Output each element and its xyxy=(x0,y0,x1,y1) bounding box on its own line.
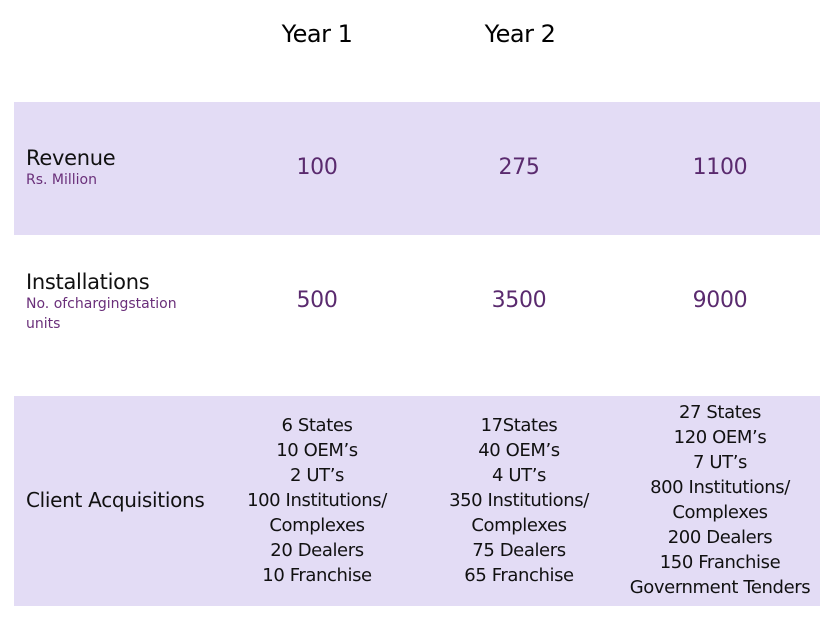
list-item: 20 Dealers xyxy=(270,540,364,561)
installations-value-year-1: 500 xyxy=(296,288,338,313)
list-item: 65 Franchise xyxy=(464,565,574,586)
client-acquisitions-label: Client Acquisitions xyxy=(26,488,205,512)
header-year-1: Year 1 xyxy=(281,20,353,48)
client-acquisitions-band xyxy=(14,396,820,606)
revenue-value-year-1: 100 xyxy=(296,155,338,180)
list-item: Complexes xyxy=(269,515,365,536)
list-item: 75 Dealers xyxy=(472,540,566,561)
client-acquisitions-title: Client Acquisitions xyxy=(26,488,205,512)
revenue-subtitle: Rs. Million xyxy=(26,172,97,188)
revenue-band xyxy=(14,102,820,235)
client-list-year-2: 17States 40 OEM’s 4 UT’s 350 Institution… xyxy=(419,413,619,588)
list-item: 4 UT’s xyxy=(491,465,547,486)
revenue-value-year-3: 1100 xyxy=(692,155,748,180)
list-item: 10 Franchise xyxy=(262,565,372,586)
revenue-value-year-2: 275 xyxy=(498,155,540,180)
revenue-label: Revenue Rs. Million xyxy=(26,146,196,190)
revenue-title: Revenue xyxy=(26,146,116,170)
installations-value-year-2: 3500 xyxy=(491,288,547,313)
list-item: Complexes xyxy=(672,502,768,523)
list-item: 2 UT’s xyxy=(289,465,345,486)
list-item: 17States xyxy=(480,415,558,436)
list-item: 200 Dealers xyxy=(667,527,773,548)
installations-title: Installations xyxy=(26,270,150,294)
installations-label: Installations No. ofchargingstation unit… xyxy=(26,270,196,334)
list-item: 350 Institutions/ xyxy=(449,490,589,511)
list-item: 27 States xyxy=(678,402,762,423)
client-list-year-3: 27 States 120 OEM’s 7 UT’s 800 Instituti… xyxy=(620,400,820,600)
list-item: 6 States xyxy=(281,415,353,436)
list-item: 150 Franchise xyxy=(659,552,781,573)
list-item: Government Tenders xyxy=(629,577,811,598)
list-item: Complexes xyxy=(471,515,567,536)
installations-value-year-3: 9000 xyxy=(692,288,748,313)
list-item: 120 OEM’s xyxy=(673,427,767,448)
list-item: 10 OEM’s xyxy=(276,440,358,461)
installations-subtitle: No. ofchargingstation units xyxy=(26,296,177,332)
list-item: 800 Institutions/ xyxy=(650,477,790,498)
list-item: 7 UT’s xyxy=(692,452,748,473)
list-item: 100 Institutions/ xyxy=(247,490,387,511)
client-list-year-1: 6 States 10 OEM’s 2 UT’s 100 Institution… xyxy=(217,413,417,588)
list-item: 40 OEM’s xyxy=(478,440,560,461)
header-year-2: Year 2 xyxy=(484,20,556,48)
